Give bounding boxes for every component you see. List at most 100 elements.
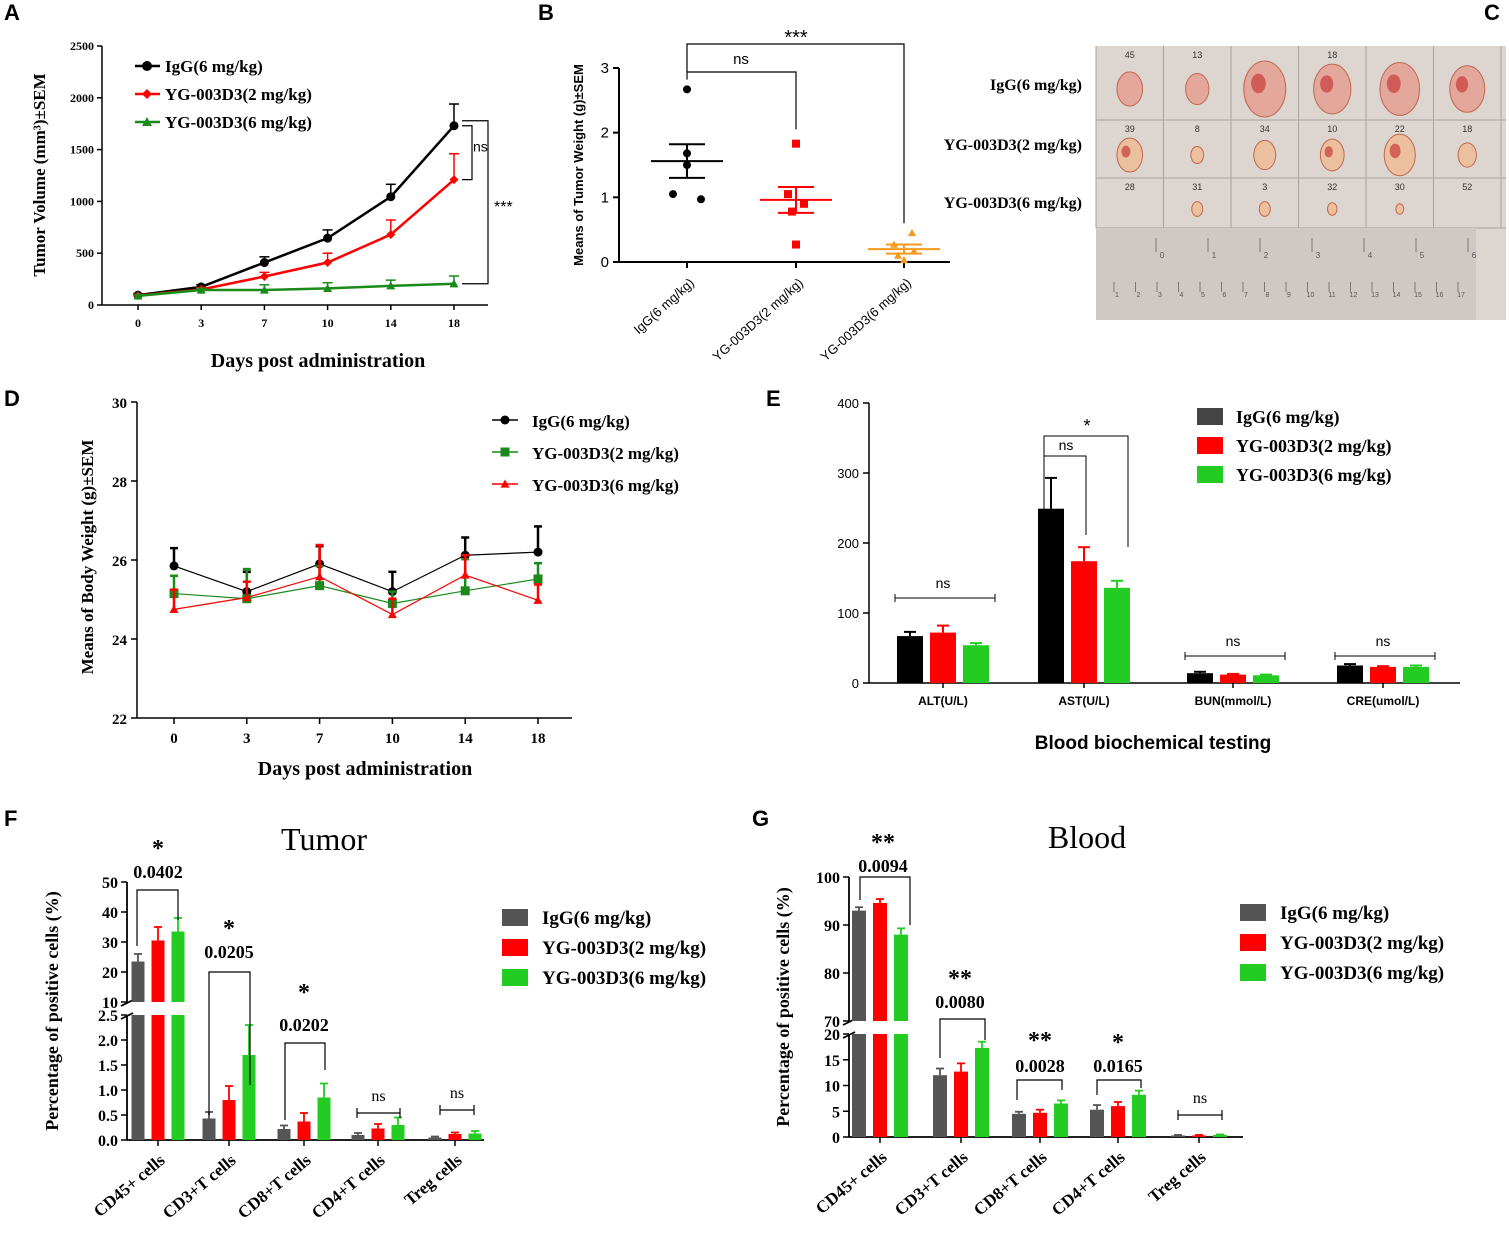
bar-lower xyxy=(873,1034,887,1137)
sig-bracket-ns-ast xyxy=(1043,455,1087,535)
tag-number: 34 xyxy=(1260,124,1270,134)
sig-label-star: *** xyxy=(784,27,808,49)
x-tick-label: CD45+ cells xyxy=(812,1147,891,1217)
tumor-weight-chart: 0 1 2 3 Means of Tumor Weight (g)±SEM IgG(6 m… xyxy=(571,27,950,364)
body-weight-chart: 22 24 26 28 30 0 3 7 10 14 18 Days post administrat… xyxy=(78,396,679,780)
x-axis-title: Days post administration xyxy=(211,350,425,372)
x-tick-label: CD4+T cells xyxy=(308,1150,389,1222)
sig-bracket-star xyxy=(686,43,905,224)
axis-break-mark xyxy=(842,1031,856,1039)
sig-label-ns-ast: ns xyxy=(1059,437,1074,453)
tag-number: 22 xyxy=(1395,124,1405,134)
x-tick-label: 0 xyxy=(135,316,141,330)
blood-biochem-chart: 0 100 200 300 400 ALT(U/L) AST(U/L) BUN(mmol/L)… xyxy=(837,396,1460,754)
data-point xyxy=(315,572,325,581)
y-tick-label: 2.0 xyxy=(98,1033,118,1050)
bar-lower xyxy=(131,1015,145,1140)
bar xyxy=(933,1075,947,1137)
legend-swatch xyxy=(1197,408,1223,425)
x-tick-label: 14 xyxy=(458,731,474,747)
y-tick-label: 0 xyxy=(852,676,859,691)
x-tick-label: YG-003D3(2 mg/kg) xyxy=(710,275,806,364)
legend-marker xyxy=(142,61,152,71)
ruler-label-bottom: 6 xyxy=(1223,292,1227,299)
sig-p-value: 0.0165 xyxy=(1093,1056,1143,1076)
x-tick-label: BUN(mmol/L) xyxy=(1195,694,1272,708)
data-point xyxy=(133,291,143,300)
data-point xyxy=(533,547,543,557)
y-tick-label: 50 xyxy=(102,875,118,892)
y-tick-label: 500 xyxy=(76,246,94,260)
series-line-2 xyxy=(173,574,539,616)
sig-label: ns xyxy=(1193,1090,1207,1107)
data-point xyxy=(460,570,470,579)
y-tick-label: 30 xyxy=(102,935,118,952)
bar-upper xyxy=(151,940,165,1002)
x-axis-title: Blood biochemical testing xyxy=(1035,733,1271,754)
tag-number: 10 xyxy=(1327,124,1337,134)
y-tick-label: 300 xyxy=(837,466,859,481)
y-tick-label: 90 xyxy=(824,918,840,935)
legend-swatch xyxy=(502,969,528,986)
bar xyxy=(1171,1135,1185,1137)
x-tick-label: CD8+T cells xyxy=(970,1147,1051,1219)
panel-letter-a: A xyxy=(4,0,20,25)
y-tick-label: 1.0 xyxy=(98,1083,118,1100)
y-axis-title: Percentage of positive cells (%) xyxy=(773,887,794,1127)
sig-label: ns xyxy=(936,575,951,591)
ruler-label-bottom: 13 xyxy=(1371,292,1379,299)
bar xyxy=(1054,1103,1068,1137)
data-point xyxy=(323,258,333,268)
ruler-label-top: 0 xyxy=(1160,251,1165,260)
data-point xyxy=(386,192,396,202)
y-tick-label: 28 xyxy=(112,475,127,491)
y-axis-title: Means of Tumor Weight (g)±SEM xyxy=(571,64,586,266)
bar xyxy=(1012,1113,1026,1137)
tumor-hemorrhage xyxy=(1121,145,1131,158)
tumor-specimen xyxy=(1116,71,1144,107)
sig-label: ns xyxy=(371,1088,385,1105)
y-tick-label: 20 xyxy=(824,1027,840,1044)
axis-break-mark xyxy=(120,999,134,1007)
tumor-specimen xyxy=(1258,201,1271,217)
ruler-label-bottom: 10 xyxy=(1307,292,1315,299)
ruler-label-bottom: 1 xyxy=(1115,292,1119,299)
series-line-2 xyxy=(137,282,455,298)
ruler-label-bottom: 4 xyxy=(1180,292,1184,299)
data-point xyxy=(169,604,179,613)
y-axis-title: Tumor Volume (mm³)±SEM xyxy=(30,73,49,276)
x-tick-label: CD45+ cells xyxy=(90,1150,169,1220)
legend-label: YG-003D3(6 mg/kg) xyxy=(1236,465,1392,486)
y-tick-label: 0.5 xyxy=(98,1108,118,1125)
sig-bracket xyxy=(1096,1079,1142,1095)
tumor-specimen xyxy=(1395,203,1405,215)
tumor-hemorrhage xyxy=(1251,73,1266,94)
y-tick-label: 200 xyxy=(837,536,859,551)
legend-swatch xyxy=(502,909,528,926)
data-point xyxy=(533,574,543,584)
y-tick-label: 100 xyxy=(816,870,840,887)
legend-label: IgG(6 mg/kg) xyxy=(165,57,263,76)
data-point xyxy=(449,121,459,131)
legend-label: YG-003D3(6 mg/kg) xyxy=(532,476,679,495)
bar xyxy=(428,1137,442,1140)
data-point xyxy=(894,251,902,259)
tumor-hemorrhage xyxy=(1386,74,1401,93)
legend-label: YG-003D3(2 mg/kg) xyxy=(165,85,312,104)
x-tick-label: CD8+T cells xyxy=(234,1150,315,1222)
legend-swatch xyxy=(1240,934,1266,951)
tumor-specimen xyxy=(1327,202,1338,216)
bar xyxy=(1187,673,1213,683)
ruler-label-top: 1 xyxy=(1212,251,1217,260)
tumor-specimen xyxy=(1383,133,1416,177)
tumor-specimen xyxy=(1190,145,1205,165)
sig-bracket xyxy=(136,889,179,946)
data-point xyxy=(242,593,252,602)
series-line-0 xyxy=(173,551,539,593)
data-point xyxy=(784,190,792,199)
sig-p-value: 0.0402 xyxy=(133,862,183,882)
panel-letter-c: C xyxy=(1484,0,1500,25)
sig-label-ns: ns xyxy=(473,139,488,155)
sig-p-value: 0.0080 xyxy=(935,992,985,1012)
panel-letter-f: F xyxy=(4,806,17,831)
